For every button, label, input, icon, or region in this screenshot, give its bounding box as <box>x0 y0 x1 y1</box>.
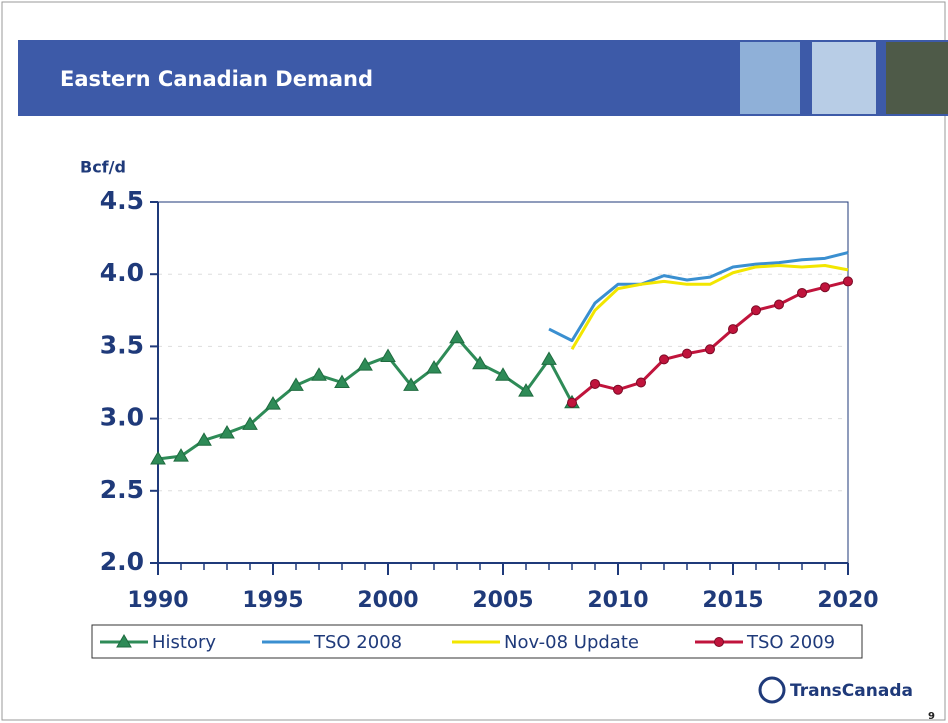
marker <box>288 377 304 391</box>
marker <box>472 355 488 370</box>
marker <box>613 384 623 395</box>
y-tick-label: 3.5 <box>100 330 144 359</box>
x-tick-label: 1990 <box>127 588 188 613</box>
header-photo <box>886 42 948 114</box>
x-tick-label: 2005 <box>472 588 533 613</box>
marker <box>751 305 761 316</box>
slide-title: Eastern Canadian Demand <box>60 67 373 91</box>
marker <box>567 397 577 408</box>
legend-label: Nov-08 Update <box>504 632 639 653</box>
x-tick-label: 1995 <box>242 588 303 613</box>
legend-label: TSO 2008 <box>313 632 402 653</box>
marker <box>334 374 350 388</box>
marker <box>173 448 189 462</box>
logo-text: TransCanada <box>790 681 913 701</box>
marker <box>311 367 327 381</box>
y-tick-label: 3.0 <box>100 403 144 432</box>
marker <box>219 425 235 439</box>
header-photo <box>740 42 800 114</box>
marker <box>636 377 646 388</box>
series-line <box>570 264 849 351</box>
marker <box>541 351 557 365</box>
marker <box>403 377 419 391</box>
logo-icon <box>758 676 786 704</box>
y-tick-label: 2.5 <box>100 475 144 504</box>
x-tick-label: 2020 <box>817 588 878 613</box>
marker <box>659 354 669 365</box>
marker <box>380 348 396 363</box>
page-number: 9 <box>928 711 935 722</box>
marker <box>774 299 784 310</box>
marker <box>843 276 853 287</box>
series-line <box>548 251 849 343</box>
y-tick-label: 4.0 <box>100 258 144 287</box>
marker <box>265 396 281 410</box>
marker <box>495 367 511 381</box>
marker <box>449 329 465 344</box>
marker <box>196 432 212 446</box>
marker <box>705 344 715 355</box>
marker <box>820 282 830 293</box>
marker <box>518 383 534 397</box>
marker <box>116 634 132 648</box>
marker <box>150 451 166 465</box>
marker <box>242 416 258 430</box>
marker <box>728 324 738 335</box>
marker <box>714 637 724 647</box>
legend-label: TSO 2009 <box>746 632 835 653</box>
y-tick-label: 2.0 <box>100 547 144 576</box>
marker <box>797 287 807 298</box>
header-photo <box>812 42 876 114</box>
x-tick-label: 2015 <box>702 588 763 613</box>
marker <box>682 348 692 359</box>
y-tick-label: 4.5 <box>100 186 144 215</box>
legend-label: History <box>152 632 216 653</box>
marker <box>357 357 373 371</box>
y-axis-label: Bcf/d <box>80 158 126 177</box>
plot: 2.0 2.5 3.0 3.5 4.0 4.5 1990 1995 2000 2005 2010 20… <box>100 186 879 653</box>
x-tick-label: 2000 <box>357 588 418 613</box>
marker <box>590 378 600 389</box>
x-tick-label: 2010 <box>587 588 648 613</box>
marker <box>426 360 442 374</box>
